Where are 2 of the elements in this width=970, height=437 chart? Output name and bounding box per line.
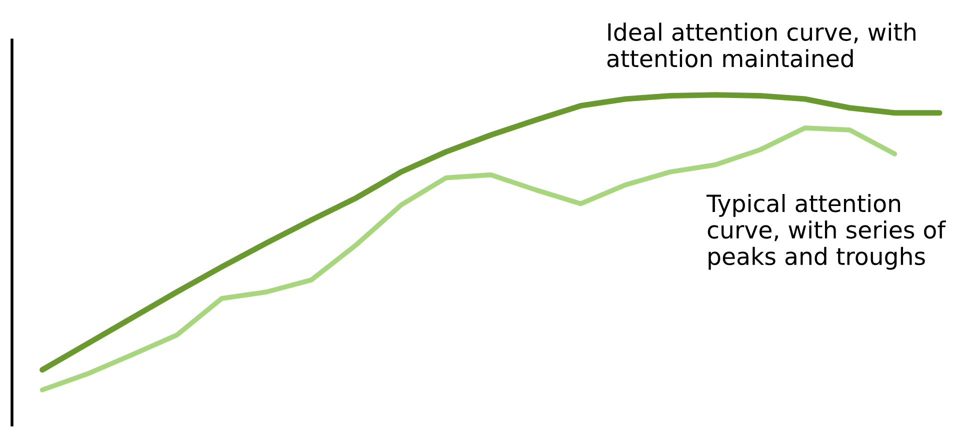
series-label: Typical attention curve, with series of peaks and troughs: [706, 194, 946, 270]
series-label: Ideal attention curve, with attention maintained: [607, 22, 916, 68]
